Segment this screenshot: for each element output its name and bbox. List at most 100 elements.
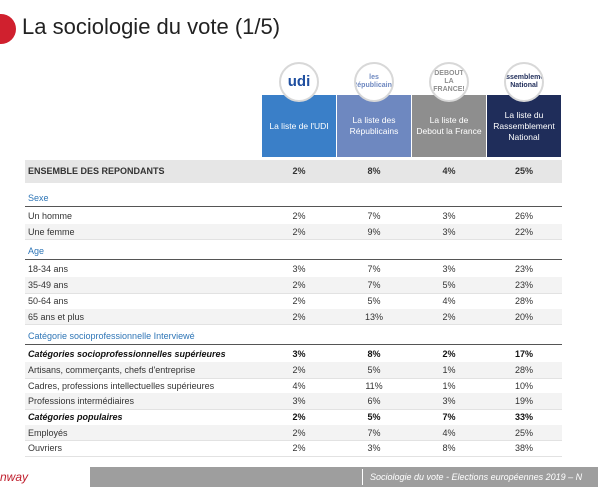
footer-separator <box>362 469 363 485</box>
row-stripe <box>25 308 562 325</box>
column-header: La liste de Debout la France <box>412 95 486 157</box>
row-value: 28% <box>514 364 533 375</box>
row-value: 3% <box>367 443 381 454</box>
row-label: 65 ans et plus <box>28 311 85 322</box>
footer-bar <box>0 467 598 487</box>
row-value: 4% <box>442 427 456 438</box>
row-value: 2% <box>292 226 306 237</box>
row-value: 5% <box>442 280 456 291</box>
red-dot <box>0 14 16 44</box>
row-rule <box>25 409 562 410</box>
row-value: 7% <box>442 412 456 422</box>
row-value: 3% <box>292 349 306 360</box>
row-value: 2% <box>292 412 306 422</box>
column-header: La liste des Républicains <box>337 95 411 157</box>
row-label: Cadres, professions intellectuelles supé… <box>28 380 215 391</box>
row-value: 22% <box>514 226 533 237</box>
section-rule <box>25 344 562 346</box>
row-label: 50-64 ans <box>28 295 69 306</box>
row-value: 7% <box>367 211 381 221</box>
row-label: Employés <box>28 427 68 438</box>
total-value: 8% <box>367 166 381 176</box>
column-header: La liste de l'UDI <box>262 95 336 157</box>
row-label: Catégories populaires <box>28 412 123 422</box>
row-value: 9% <box>367 226 381 237</box>
row-stripe <box>25 393 562 409</box>
row-label: 18-34 ans <box>28 264 69 275</box>
row-label: Une femme <box>28 226 75 237</box>
row-stripe <box>25 424 562 441</box>
column-header: La liste du Rassemblement National <box>487 95 561 157</box>
party-logo: udi <box>279 62 319 102</box>
row-value: 7% <box>367 264 381 275</box>
row-value: 23% <box>514 264 533 275</box>
row-value: 20% <box>514 311 533 322</box>
row-value: 2% <box>292 311 306 322</box>
row-value: 3% <box>442 226 456 237</box>
row-value: 3% <box>292 396 306 407</box>
section-title: Age <box>28 246 45 257</box>
row-value: 4% <box>442 295 456 306</box>
row-value: 1% <box>442 380 456 391</box>
party-logo: les Républicains <box>354 62 394 102</box>
total-label: ENSEMBLE DES REPONDANTS <box>28 166 165 176</box>
row-value: 23% <box>514 280 533 291</box>
row-value: 28% <box>514 295 533 306</box>
row-value: 3% <box>442 211 456 221</box>
row-value: 10% <box>514 380 533 391</box>
footer-brand: nway <box>0 470 29 484</box>
section-title: Catégorie socioprofessionnelle Interview… <box>28 331 195 342</box>
row-value: 19% <box>514 396 533 407</box>
row-value: 2% <box>292 280 306 291</box>
row-value: 2% <box>292 295 306 306</box>
row-stripe <box>25 361 562 378</box>
row-value: 3% <box>292 264 306 275</box>
row-label: Un homme <box>28 211 73 221</box>
row-value: 8% <box>442 443 456 454</box>
row-value: 17% <box>514 349 533 360</box>
row-label: Ouvriers <box>28 443 63 454</box>
row-label: Artisans, commerçants, chefs d'entrepris… <box>28 364 196 375</box>
row-value: 26% <box>514 211 533 221</box>
total-row-bg <box>25 160 562 183</box>
row-value: 25% <box>514 427 533 438</box>
section-rule <box>25 206 562 207</box>
row-value: 33% <box>514 412 533 422</box>
total-value: 25% <box>514 166 533 176</box>
footer-text: Sociologie du vote - Elections européenn… <box>370 472 583 482</box>
row-value: 2% <box>442 311 456 322</box>
row-rule <box>25 292 562 294</box>
row-value: 5% <box>367 364 381 375</box>
row-rule <box>25 239 562 241</box>
row-stripe <box>25 223 562 240</box>
row-value: 6% <box>367 396 381 407</box>
row-value: 7% <box>367 427 381 438</box>
row-value: 38% <box>514 443 533 454</box>
row-value: 7% <box>367 280 381 291</box>
row-value: 2% <box>292 443 306 454</box>
row-value: 5% <box>367 412 381 422</box>
footer-brand-box <box>0 467 90 487</box>
row-label: Catégories socioprofessionnelles supérie… <box>28 349 226 360</box>
section-rule <box>25 259 562 261</box>
row-value: 8% <box>367 349 381 360</box>
row-value: 11% <box>365 380 383 391</box>
row-value: 2% <box>442 349 456 360</box>
row-rule <box>25 456 562 458</box>
row-rule <box>25 377 562 379</box>
section-title: Sexe <box>28 193 49 203</box>
row-stripe <box>25 277 562 293</box>
row-rule <box>25 324 562 326</box>
row-rule <box>25 440 562 442</box>
row-value: 3% <box>442 396 456 407</box>
title: La sociologie du vote (1/5) <box>22 14 281 39</box>
row-label: 35-49 ans <box>28 280 69 291</box>
row-value: 2% <box>292 364 306 375</box>
row-value: 4% <box>292 380 306 391</box>
row-value: 1% <box>442 364 456 375</box>
party-logo: Rassemblement National <box>504 62 544 102</box>
party-logo: DEBOUT LA FRANCE! <box>429 62 469 102</box>
row-value: 2% <box>292 211 306 221</box>
row-label: Professions intermédiaires <box>28 396 135 407</box>
row-value: 3% <box>442 264 456 275</box>
